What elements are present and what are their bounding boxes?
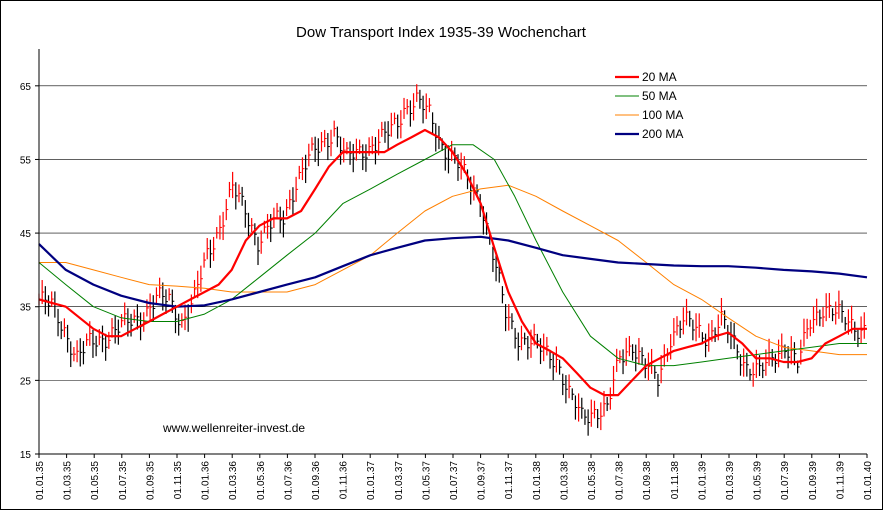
x-tick-label: 01.09.39 [808,461,819,500]
website-annotation: www.wellenreiter-invest.de [162,421,305,435]
x-tick-label: 01.03.39 [725,461,736,500]
legend-label: 200 MA [642,127,683,141]
series-line-50-ma [38,144,867,367]
x-tick-label: 01.07.39 [780,461,791,500]
y-tick-label: 15 [20,450,32,461]
series-line-20-ma [38,128,867,397]
x-tick-label: 01.05.38 [587,461,598,500]
x-tick-label: 01.01.36 [201,461,212,500]
y-tick-label: 45 [20,229,32,240]
x-tick-label: 01.01.37 [366,461,377,500]
x-tick-label: 01.03.37 [394,461,405,500]
x-tick-label: 01.07.36 [283,461,294,500]
x-tick-label: 01.01.40 [863,461,874,500]
x-tick-label: 01.09.35 [145,461,156,500]
y-tick-label: 65 [20,82,32,93]
x-tick-label: 01.03.36 [228,461,239,500]
x-tick-label: 01.09.36 [311,461,322,500]
x-tick-label: 01.11.35 [173,461,184,500]
x-tick-label: 01.11.39 [835,461,846,500]
x-tick-label: 01.05.39 [753,461,764,500]
x-tick-label: 01.05.36 [256,461,267,500]
x-tick-label: 01.07.37 [449,461,460,500]
legend-label: 20 MA [642,70,677,84]
x-tick-label: 01.11.37 [504,461,515,500]
x-tick-label: 01.07.38 [615,461,626,500]
series-line-100-ma [39,184,867,356]
x-tick-label: 01.03.38 [559,461,570,500]
x-tick-label: 01.01.38 [532,461,543,500]
x-tick-label: 01.11.38 [670,461,681,500]
x-tick-label: 01.05.37 [421,461,432,500]
x-tick-label: 01.03.35 [63,461,74,500]
chart-title: Dow Transport Index 1935-39 Wochenchart [296,24,587,41]
y-tick-label: 55 [20,155,32,166]
x-tick-label: 01.01.39 [697,461,708,500]
y-tick-label: 35 [20,303,32,314]
x-tick-label: 01.09.38 [642,461,653,500]
x-tick-label: 01.11.36 [339,461,350,500]
x-tick-label: 01.09.37 [477,461,488,500]
y-tick-label: 25 [20,376,32,387]
x-tick-label: 01.01.35 [35,461,46,500]
x-tick-label: 01.05.35 [90,461,101,500]
legend-label: 100 MA [642,108,683,122]
x-tick-label: 01.07.35 [118,461,129,500]
legend-label: 50 MA [642,89,677,103]
